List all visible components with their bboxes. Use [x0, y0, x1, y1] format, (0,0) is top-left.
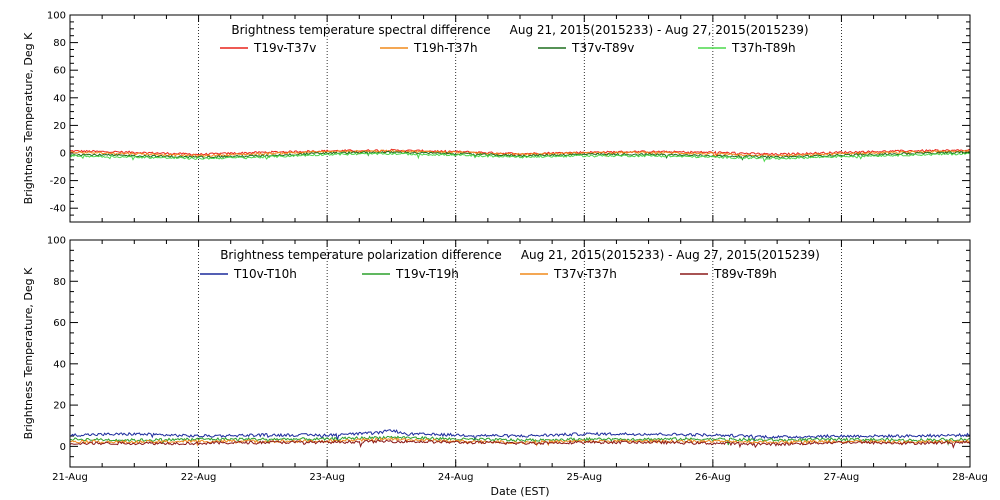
legend-label: T19v-T19h	[395, 267, 459, 281]
legend-label: T10v-T10h	[233, 267, 297, 281]
x-tick-label: 28-Aug	[952, 472, 988, 483]
series-line-t19v-t37v	[69, 148, 971, 158]
y-tick-label: 40	[53, 93, 66, 104]
legend-label: T19v-T37v	[253, 41, 316, 55]
series-line-t37h-t89h	[69, 152, 971, 163]
x-tick-label: 21-Aug	[52, 472, 88, 483]
x-axis-title: Date (EST)	[490, 485, 549, 498]
x-tick-label: 22-Aug	[181, 472, 217, 483]
y-tick-label: 0	[60, 149, 66, 160]
legend-label: T37v-T37h	[553, 267, 617, 281]
y-axis-title: Brightness Temperature, Deg K	[22, 267, 35, 439]
x-tick-label: 23-Aug	[309, 472, 345, 483]
x-tick-label: 24-Aug	[438, 472, 474, 483]
polarization-difference-panel: 0 20 40 60 80 100 21-Aug 22-Aug 23-Aug 24-Aug 25-A…	[22, 236, 988, 499]
spectral-difference-panel: -40 -20 0 20 40 60 80 100 Brightness Temperature…	[22, 11, 971, 223]
y-tick-label: 60	[53, 318, 66, 329]
legend-label: T37v-T89v	[571, 41, 634, 55]
y-tick-label: 80	[53, 38, 66, 49]
plot-title: Brightness temperature spectral differen…	[231, 23, 808, 37]
plot-frame	[69, 14, 971, 223]
legend-label: T37h-T89h	[731, 41, 796, 55]
y-tick-label: 60	[53, 66, 66, 77]
plot-title: Brightness temperature polarization diff…	[220, 248, 820, 262]
plot-frame	[69, 239, 971, 468]
legend-label: T19h-T37h	[413, 41, 478, 55]
x-tick-label: 27-Aug	[824, 472, 860, 483]
series-line-t37v-t89v	[69, 151, 971, 161]
y-tick-label: 0	[60, 442, 66, 453]
series-line-t89v-t89h	[69, 439, 971, 449]
series-line-t10v-t10h	[69, 429, 971, 443]
y-tick-label: 100	[47, 236, 66, 247]
y-tick-label: 100	[47, 11, 66, 22]
y-tick-label: 20	[53, 401, 66, 412]
series-line-t19v-t19h	[69, 435, 971, 447]
y-tick-label: 80	[53, 277, 66, 288]
x-tick-label: 26-Aug	[695, 472, 731, 483]
x-tick-label: 25-Aug	[566, 472, 602, 483]
y-tick-label: -20	[50, 176, 66, 187]
y-tick-label: 40	[53, 359, 66, 370]
y-axis-title: Brightness Temperature, Deg K	[22, 32, 35, 204]
y-tick-label: 20	[53, 121, 66, 132]
legend-label: T89v-T89h	[713, 267, 777, 281]
y-tick-label: -40	[50, 204, 66, 215]
